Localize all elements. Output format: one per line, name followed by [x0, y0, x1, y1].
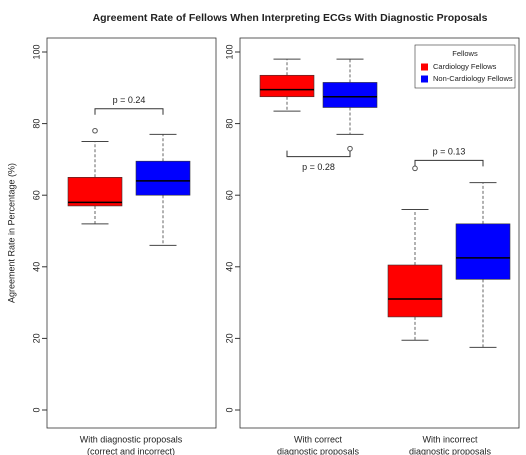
x-category-label: With correct [294, 434, 343, 444]
y-tick-label: 60 [224, 190, 234, 200]
y-tick-label: 80 [224, 119, 234, 129]
box [455, 223, 511, 280]
outlier [92, 127, 98, 134]
p-value-label: p = 0.28 [302, 162, 335, 172]
significance-bracket [414, 159, 484, 167]
x-category-label: With incorrect [422, 434, 478, 444]
legend-swatch [421, 75, 428, 83]
box [135, 160, 191, 196]
box [322, 82, 378, 108]
legend-swatch [421, 63, 428, 71]
box [387, 264, 443, 318]
y-tick-label: 60 [31, 190, 41, 200]
x-category-label: diagnostic proposals [277, 446, 360, 455]
y-tick-label: 100 [31, 44, 41, 59]
y-tick-label: 20 [224, 333, 234, 343]
legend-label: Non-Cardiology Fellows [433, 74, 513, 83]
y-tick-label: 80 [31, 119, 41, 129]
x-category-label: With diagnostic proposals [80, 434, 183, 444]
legend-title: Fellows [452, 49, 478, 58]
y-tick-label: 0 [31, 407, 41, 412]
chart-title: Agreement Rate of Fellows When Interpret… [93, 12, 488, 24]
y-tick-label: 0 [224, 407, 234, 412]
p-value-label: p = 0.24 [113, 95, 146, 105]
y-tick-label: 20 [31, 333, 41, 343]
y-tick-label: 40 [31, 262, 41, 272]
panel-frame [239, 37, 520, 429]
panel-frame [46, 37, 217, 429]
x-category-label: (correct and incorrect) [87, 446, 175, 455]
box [259, 74, 315, 98]
x-category-label: diagnostic proposals [409, 446, 492, 455]
significance-bracket [94, 108, 164, 115]
significance-bracket [286, 150, 351, 158]
y-axis-label: Agreement Rate in Percentage (%) [6, 163, 16, 303]
y-tick-label: 100 [224, 44, 234, 59]
box [67, 177, 123, 207]
legend-box [414, 44, 516, 89]
legend-label: Cardiology Fellows [433, 62, 497, 71]
p-value-label: p = 0.13 [433, 147, 466, 157]
y-tick-label: 40 [224, 262, 234, 272]
